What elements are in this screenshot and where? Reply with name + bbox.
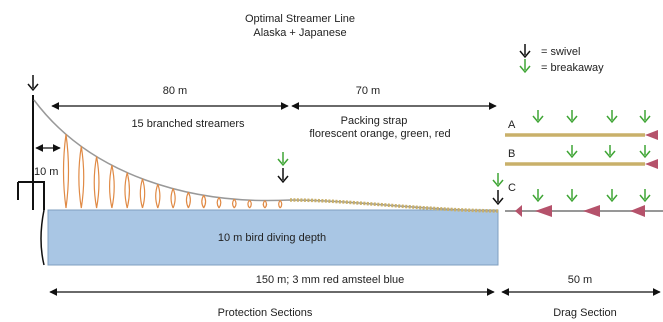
- breakaway-icon: [566, 110, 578, 124]
- dim-70m-label: 70 m: [356, 85, 380, 97]
- streamer: [155, 183, 161, 209]
- diving-depth-label: 10 m bird diving depth: [218, 232, 326, 244]
- streamer: [262, 200, 268, 209]
- option-c-cones: [515, 205, 645, 217]
- drag-breakaway-markers: [532, 110, 651, 203]
- diagram-title-line2: Alaska + Japanese: [253, 27, 346, 39]
- streamer: [216, 197, 222, 209]
- streamer: [78, 146, 85, 209]
- drag-end-breakaway-icon: [492, 173, 504, 188]
- breakaway-icon: [566, 145, 578, 159]
- streamer: [201, 194, 207, 209]
- pole-swivel-icon: [27, 75, 39, 92]
- breakaway-icon: [566, 189, 578, 203]
- branched-streamers-label: 15 branched streamers: [131, 118, 245, 130]
- breakaway-icon: [606, 189, 618, 203]
- packing-strap-label: Packing strap: [341, 115, 408, 127]
- protection-sections-label: Protection Sections: [218, 307, 313, 319]
- main-line-curve: [33, 99, 499, 212]
- drag-end-swivel-icon: [492, 190, 504, 206]
- branched-streamers: [62, 134, 283, 209]
- legend-breakaway-label: = breakaway: [541, 62, 604, 74]
- packing-strap-colors-label: florescent orange, green, red: [309, 128, 450, 140]
- option-c-cone: [515, 205, 522, 217]
- streamer: [139, 178, 146, 209]
- breakaway-icon: [604, 145, 616, 159]
- line-spec-label: 150 m; 3 mm red amsteel blue: [256, 274, 405, 286]
- option-a-end-cone: [645, 130, 658, 140]
- drag-section-label: Drag Section: [553, 307, 617, 319]
- streamer: [278, 199, 283, 209]
- breakaway-icon: [532, 189, 544, 203]
- breakaway-icon: [606, 110, 618, 124]
- dim-80m-label: 80 m: [163, 85, 187, 97]
- option-c-cone: [583, 205, 600, 217]
- pole-height-label: 10 m: [34, 166, 58, 178]
- streamer: [247, 199, 252, 209]
- streamer: [109, 165, 115, 209]
- legend-breakaway-icon: [519, 59, 531, 74]
- option-b-label: B: [508, 148, 515, 160]
- streamer: [185, 192, 191, 209]
- legend: = swivel = breakaway: [519, 44, 604, 74]
- option-a-label: A: [508, 119, 516, 131]
- option-b-end-cone: [645, 159, 658, 169]
- legend-swivel-icon: [519, 44, 531, 59]
- vessel-pole: [17, 95, 45, 266]
- dim-50m-label: 50 m: [568, 274, 592, 286]
- diagram-title-line1: Optimal Streamer Line: [245, 13, 355, 25]
- packing-strap: [289, 198, 499, 213]
- breakaway-icon: [639, 189, 651, 203]
- breakaway-icon: [639, 110, 651, 124]
- streamer: [62, 134, 70, 209]
- streamer: [231, 198, 237, 209]
- streamer: [170, 188, 176, 209]
- option-c-label: C: [508, 182, 516, 194]
- water-diving-zone: [47, 209, 499, 266]
- strap-swivel-icon: [277, 168, 289, 184]
- breakaway-icon: [639, 145, 651, 159]
- strap-breakaway-icon: [277, 152, 289, 167]
- streamer: [93, 156, 100, 209]
- option-c-cone: [535, 205, 552, 217]
- breakaway-icon: [532, 110, 544, 124]
- option-c-cone: [630, 205, 645, 217]
- streamer: [124, 172, 131, 209]
- legend-swivel-label: = swivel: [541, 46, 580, 58]
